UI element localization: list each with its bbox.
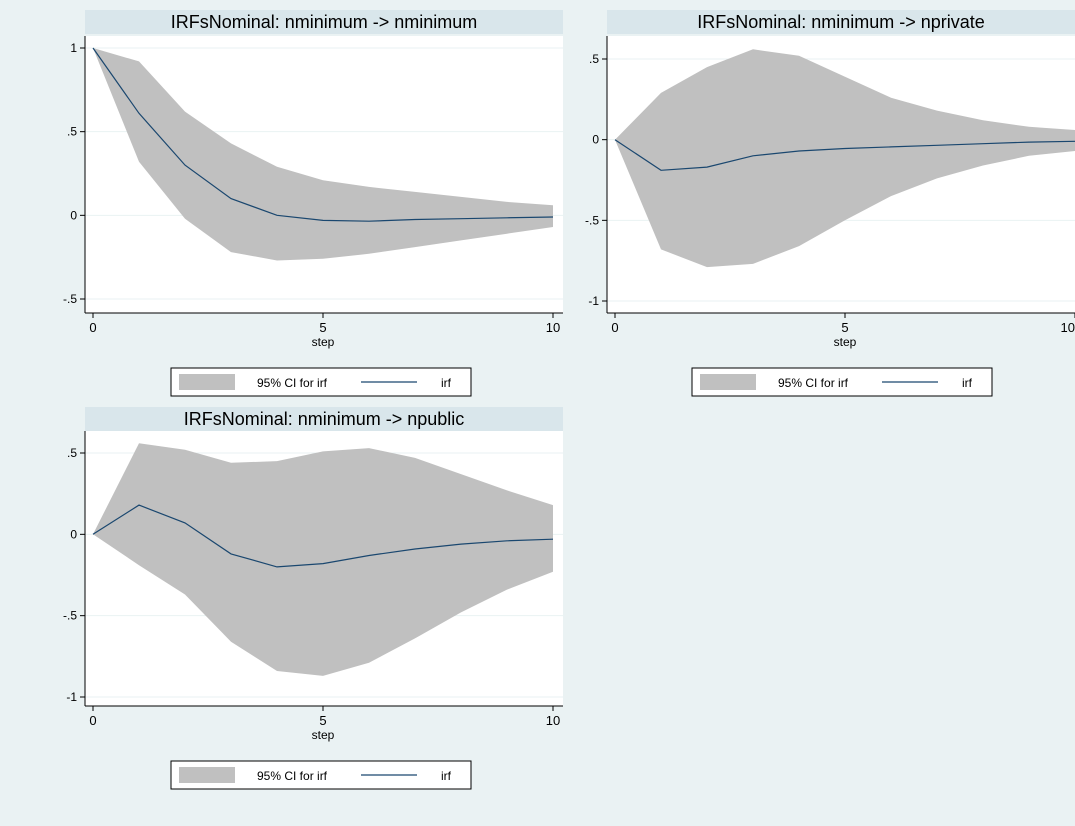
y-tick-label: -1 [588, 294, 599, 308]
y-tick-label: -.5 [585, 213, 599, 227]
irf-line [92, 47, 554, 222]
y-tick-label: 0 [70, 527, 77, 541]
legend: 95% CI for irf irf [691, 367, 993, 397]
x-tick-label: 5 [841, 320, 848, 335]
y-tick-label: 0 [592, 133, 599, 147]
x-tick-label: 0 [89, 713, 96, 728]
irf-line [614, 139, 1075, 171]
legend-ci-swatch [179, 767, 235, 783]
x-tick-label: 10 [546, 320, 560, 335]
y-tick-label: 0 [70, 208, 77, 222]
panel-title: IRFsNominal: nminimum -> npublic [184, 409, 465, 429]
y-tick-label: -.5 [63, 292, 77, 306]
x-axis-label: step [312, 728, 335, 742]
plot-content [85, 47, 563, 300]
legend-ci-label: 95% CI for irf [257, 376, 328, 390]
legend-irf-label: irf [441, 376, 452, 390]
ci-band [615, 49, 1075, 268]
x-tick-label: 10 [546, 713, 560, 728]
y-tick-label: .5 [67, 125, 77, 139]
panel-title: IRFsNominal: nminimum -> nprivate [697, 12, 985, 32]
x-axis-label: step [312, 335, 335, 349]
legend-irf-label: irf [962, 376, 973, 390]
x-tick-label: 0 [89, 320, 96, 335]
y-tick-label: .5 [67, 446, 77, 460]
legend-ci-label: 95% CI for irf [778, 376, 849, 390]
irf-panel-3: IRFsNominal: nminimum -> npublic -1 -.5 0 .5… [63, 407, 563, 790]
x-tick-label: 5 [319, 713, 326, 728]
x-tick-label: 5 [319, 320, 326, 335]
panel-title-band [85, 10, 563, 34]
panels-layer: IRFsNominal: nminimum -> nminimum -.5 0 .5 1… [63, 10, 1075, 790]
y-tick-label: .5 [589, 52, 599, 66]
x-tick-label: 10 [1061, 320, 1075, 335]
x-axis-label: step [834, 335, 857, 349]
y-tick-label: -1 [66, 690, 77, 704]
plot-content [607, 49, 1075, 302]
y-tick-label: 1 [70, 41, 77, 55]
plot-content [85, 443, 563, 698]
legend: 95% CI for irf irf [170, 760, 472, 790]
y-tick-label: -.5 [63, 609, 77, 623]
x-tick-label: 0 [611, 320, 618, 335]
legend-ci-swatch [179, 374, 235, 390]
irf-panel-2: IRFsNominal: nminimum -> nprivate -1 -.5 0.… [585, 10, 1075, 397]
panel-title-band [607, 10, 1075, 34]
legend-ci-swatch [700, 374, 756, 390]
panel-title-band [85, 407, 563, 431]
irf-line [92, 504, 554, 568]
panel-title: IRFsNominal: nminimum -> nminimum [171, 12, 478, 32]
legend-ci-label: 95% CI for irf [257, 769, 328, 783]
ci-band [93, 443, 553, 676]
ci-band [93, 48, 553, 261]
legend: 95% CI for irf irf [170, 367, 472, 397]
legend-irf-label: irf [441, 769, 452, 783]
irf-panel-1: IRFsNominal: nminimum -> nminimum -.5 0 .5 1… [63, 10, 563, 397]
